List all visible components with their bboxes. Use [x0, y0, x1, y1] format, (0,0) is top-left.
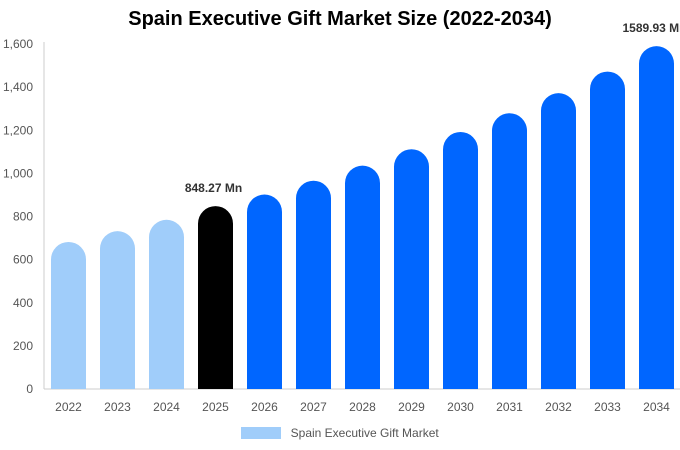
- x-tick-label: 2034: [643, 400, 670, 414]
- bar: [345, 165, 380, 389]
- bar: [492, 113, 527, 389]
- legend-label: Spain Executive Gift Market: [290, 425, 439, 440]
- x-tick-label: 2024: [153, 400, 180, 414]
- x-tick-label: 2022: [55, 400, 82, 414]
- y-tick-label: 200: [13, 339, 33, 353]
- bar: [51, 241, 86, 389]
- chart-labels: 2022 2023 2024 2025 2026 2027 2028 2029 2030 2031…: [55, 21, 680, 414]
- y-tick-label: 1,000: [3, 166, 33, 180]
- y-tick-label: 0: [26, 382, 33, 396]
- data-label: 848.27 Mn: [185, 181, 242, 195]
- x-tick-label: 2026: [251, 400, 278, 414]
- legend-swatch: [241, 426, 282, 439]
- y-tick-label: 1,200: [3, 123, 33, 137]
- bar: [247, 194, 282, 389]
- bar: [541, 93, 576, 389]
- bar: [394, 149, 429, 389]
- bar: [198, 206, 233, 389]
- x-tick-label: 2027: [300, 400, 327, 414]
- y-tick-label: 400: [13, 296, 33, 310]
- y-tick-label: 800: [13, 210, 33, 224]
- x-tick-label: 2029: [398, 400, 425, 414]
- chart-legend: Spain Executive Gift Market: [0, 425, 680, 440]
- bar: [639, 46, 674, 389]
- bar: [100, 231, 135, 389]
- bar: [443, 131, 478, 389]
- x-tick-label: 2025: [202, 400, 229, 414]
- chart-title: Spain Executive Gift Market Size (2022-2…: [128, 8, 552, 30]
- x-tick-label: 2028: [349, 400, 376, 414]
- chart-bars: [51, 46, 674, 389]
- bar: [590, 71, 625, 389]
- x-tick-label: 2023: [104, 400, 131, 414]
- y-tick-label: 1,400: [3, 80, 33, 94]
- y-tick-label: 600: [13, 253, 33, 267]
- data-label: 1589.93 Mn: [622, 21, 680, 35]
- y-tick-label: 1,600: [3, 37, 33, 51]
- x-tick-label: 2030: [447, 400, 474, 414]
- bar: [296, 180, 331, 389]
- x-tick-label: 2032: [545, 400, 572, 414]
- x-tick-label: 2033: [594, 400, 621, 414]
- bar: [149, 219, 184, 389]
- x-tick-label: 2031: [496, 400, 523, 414]
